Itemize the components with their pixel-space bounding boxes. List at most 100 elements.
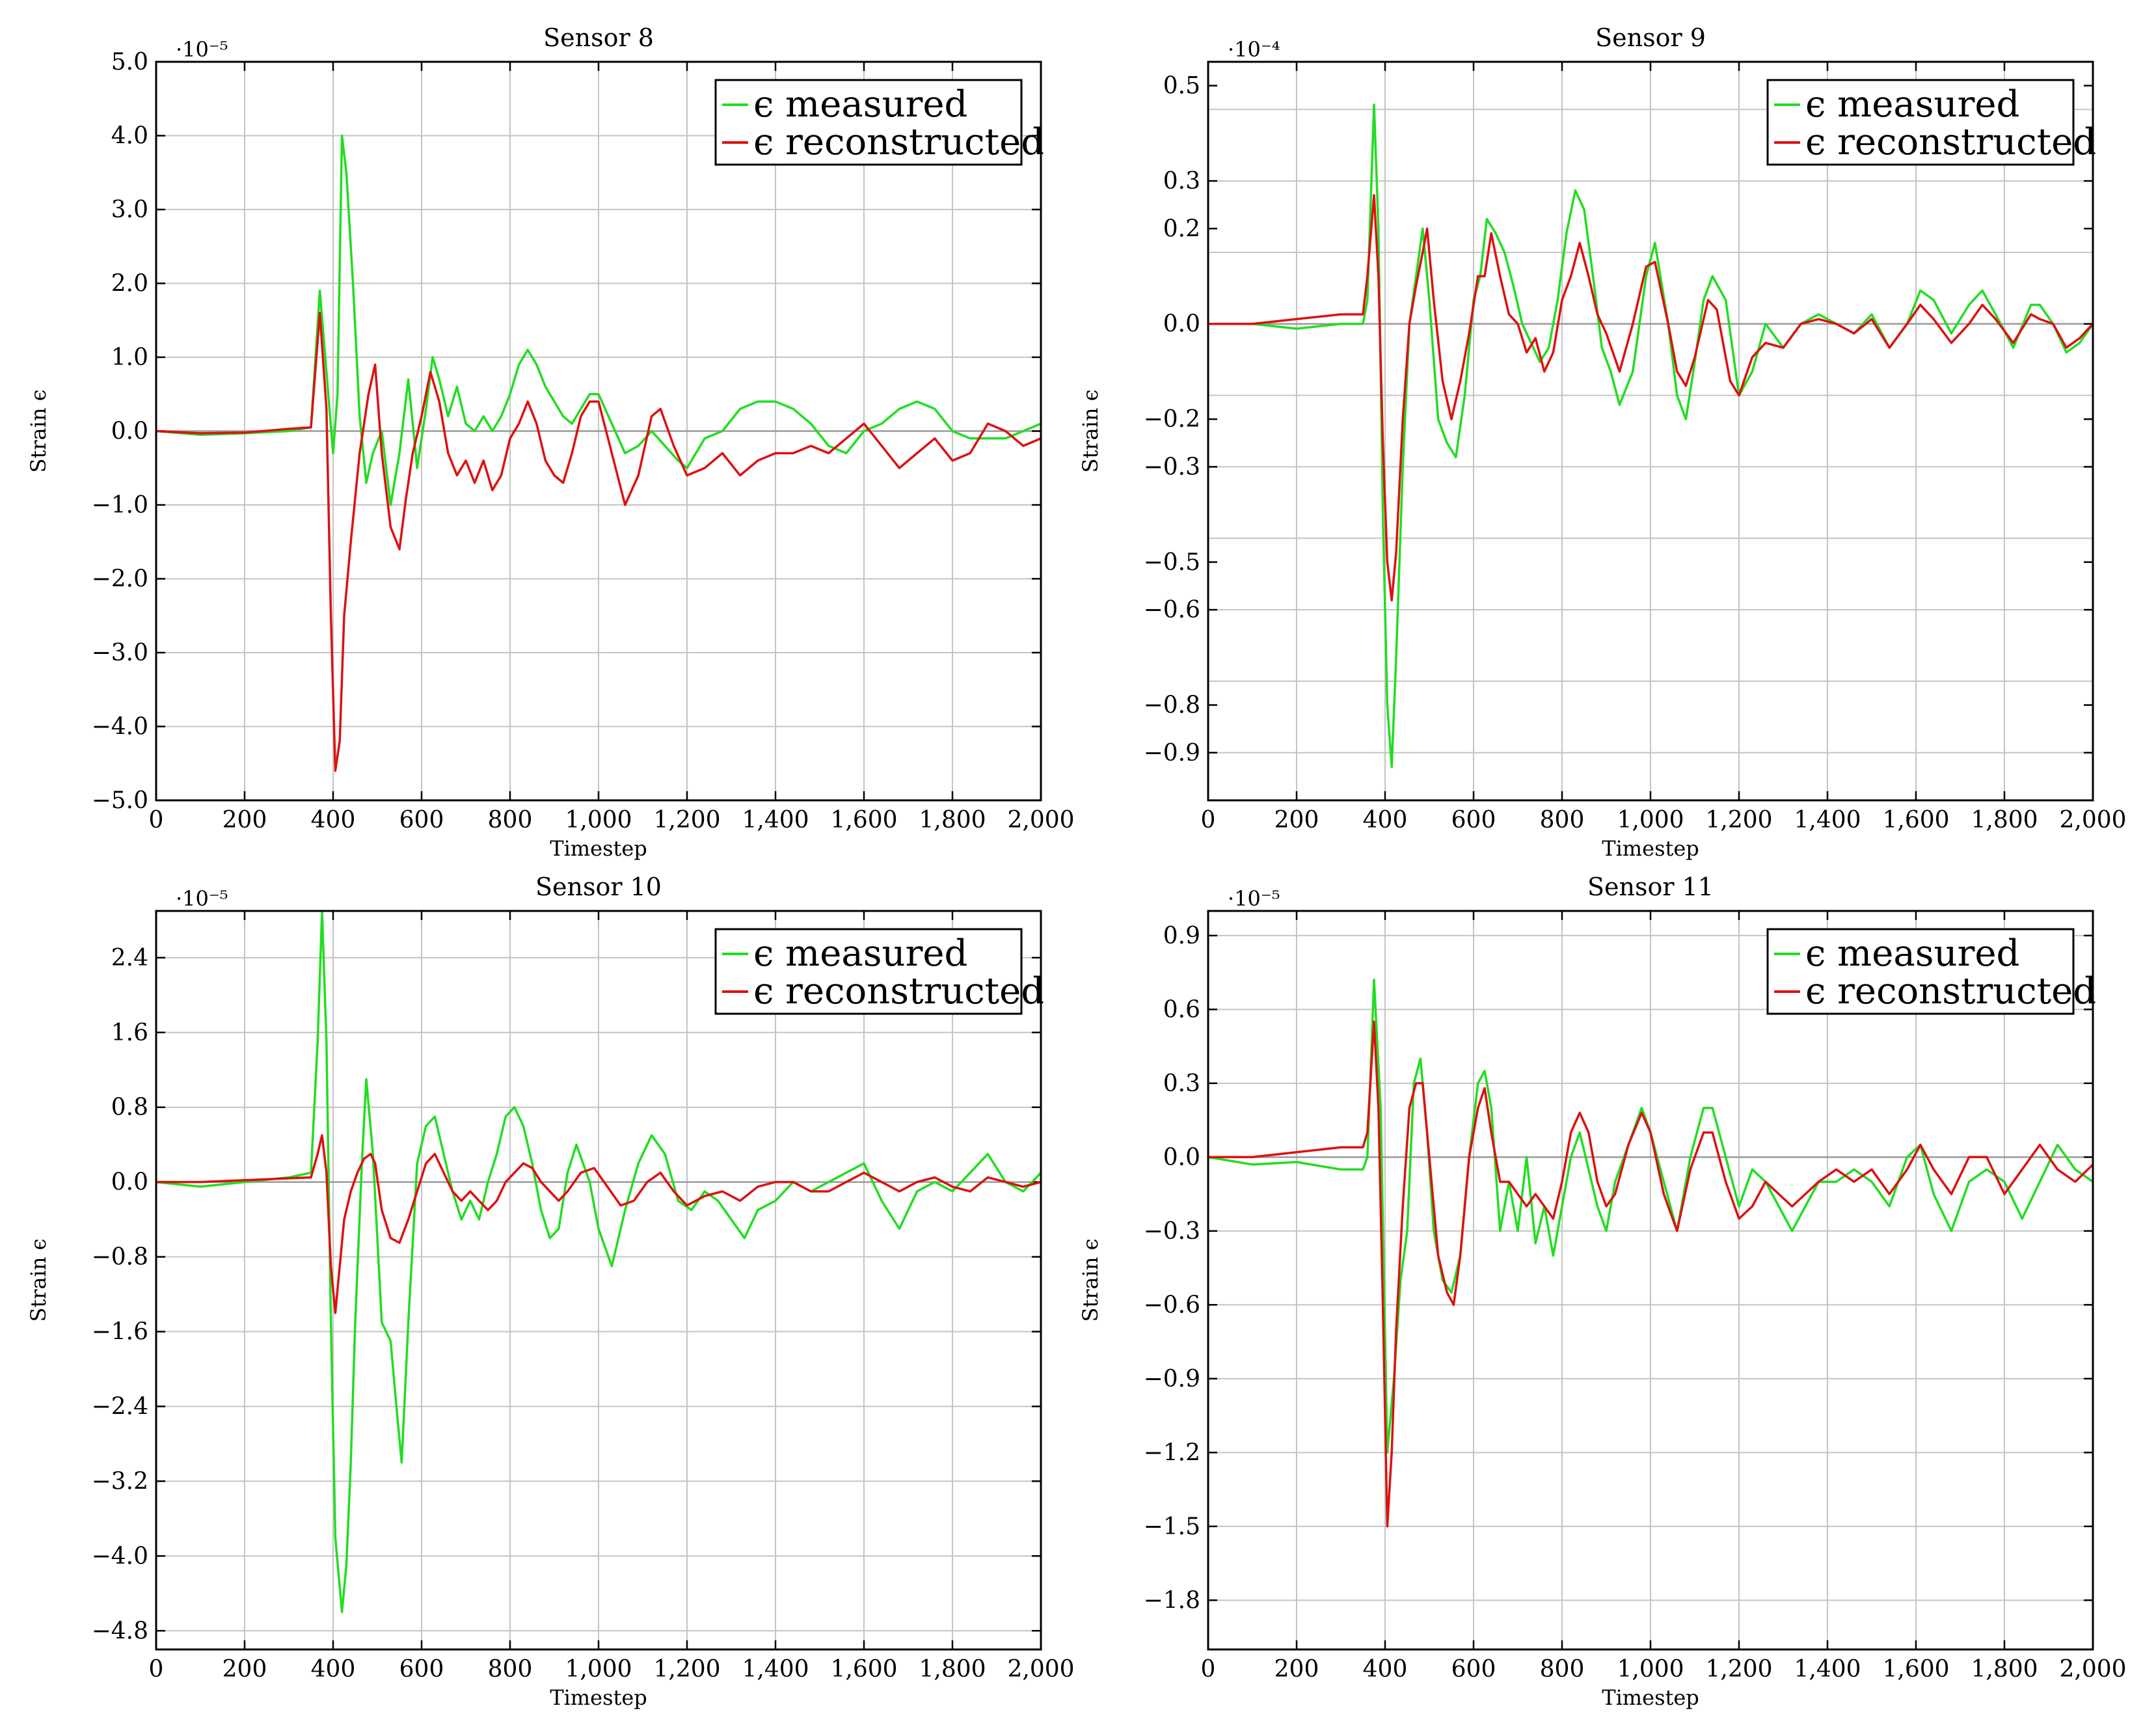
plot-frame [155, 910, 1042, 1651]
series-line-measured [1208, 103, 2093, 768]
plot-frame [1207, 910, 2094, 1651]
x-tick-label: 600 [1451, 807, 1496, 834]
legend-box [1766, 928, 2075, 1015]
chart-title: Sensor 9 [1595, 23, 1706, 52]
y-tick-label: −0.6 [1144, 1292, 1200, 1318]
x-tick-label: 0 [149, 1656, 164, 1683]
y-tick-label: −4.0 [92, 1543, 148, 1569]
y-tick-label: −0.9 [1144, 1366, 1200, 1392]
y-tick-label: −5.0 [92, 787, 148, 814]
x-tick-label: 400 [311, 1656, 356, 1683]
y-exponent-label: ·10⁻⁴ [1228, 37, 1280, 62]
y-axis-label: Strain ϵ [26, 1238, 51, 1322]
x-tick-label: 1,600 [1882, 1656, 1949, 1683]
legend-label-measured: ϵ measured [753, 932, 967, 975]
x-tick-label: 800 [488, 1656, 533, 1683]
y-tick-label: 5.0 [111, 49, 148, 75]
series-line-measured [1208, 979, 2093, 1454]
x-tick-label: 400 [311, 807, 356, 834]
y-exponent-label: ·10⁻⁵ [1228, 886, 1280, 911]
y-tick-label: −3.0 [92, 640, 148, 666]
x-tick-label: 200 [222, 807, 267, 834]
x-axis-label: Timestep [550, 1685, 647, 1710]
y-tick-label: −0.6 [1144, 597, 1200, 623]
y-tick-label: −0.8 [1144, 692, 1200, 719]
y-tick-label: 0.8 [111, 1094, 148, 1121]
legend-box [1766, 79, 2075, 166]
x-axis-label: Timestep [1602, 836, 1699, 861]
y-tick-label: 0.6 [1163, 996, 1200, 1023]
series-line-reconstructed [1208, 194, 2093, 602]
x-tick-label: 1,800 [919, 807, 986, 834]
legend-label-measured: ϵ measured [753, 83, 967, 126]
y-tick-label: −2.4 [92, 1393, 148, 1420]
y-tick-label: 4.0 [111, 123, 148, 150]
y-tick-label: −0.8 [92, 1244, 148, 1271]
legend-box [714, 79, 1023, 166]
y-tick-label: 0.2 [1163, 215, 1200, 242]
x-tick-label: 1,600 [1882, 807, 1949, 834]
y-tick-label: 0.5 [1163, 73, 1200, 100]
x-tick-label: 2,000 [1007, 807, 1074, 834]
x-tick-label: 0 [1201, 807, 1216, 834]
y-tick-label: −1.8 [1144, 1587, 1200, 1614]
x-tick-label: 1,000 [1617, 1656, 1684, 1683]
y-tick-label: 0.0 [1163, 311, 1200, 338]
chart-title: Sensor 10 [535, 873, 662, 901]
y-tick-label: 1.0 [111, 344, 148, 371]
x-tick-label: 1,200 [1705, 807, 1772, 834]
x-tick-label: 200 [222, 1656, 267, 1683]
chart-panel-3: 0 200 400 600 800 1,000 1,200 1,400 1,600 1,800 2,… [26, 873, 1075, 1710]
y-tick-label: 0.0 [111, 1169, 148, 1196]
y-tick-label: −0.5 [1144, 549, 1200, 576]
x-tick-label: 1,400 [742, 807, 809, 834]
y-tick-label: −1.5 [1144, 1513, 1200, 1540]
x-tick-label: 1,400 [1794, 807, 1861, 834]
series-line-reconstructed [156, 312, 1041, 772]
plot-frame [155, 61, 1042, 802]
y-axis-label: Strain ϵ [26, 389, 51, 472]
series-group [1208, 103, 2093, 768]
chart-panel-2: 0 200 400 600 800 1,000 1,200 1,400 1,600 1,800 2,… [1078, 23, 2127, 861]
x-tick-label: 800 [1540, 807, 1585, 834]
x-axis-label: Timestep [1602, 1685, 1699, 1710]
chart-title: Sensor 11 [1587, 873, 1714, 901]
x-tick-label: 1,800 [1971, 1656, 2038, 1683]
x-tick-label: 600 [399, 807, 444, 834]
legend-label-reconstructed: ϵ reconstructed [1805, 970, 2096, 1012]
x-tick-label: 1,200 [1705, 1656, 1772, 1683]
y-tick-label: 0.9 [1163, 923, 1200, 949]
y-tick-label: −1.2 [1144, 1439, 1200, 1466]
legend-label-measured: ϵ measured [1805, 932, 2019, 975]
y-tick-label: 3.0 [111, 197, 148, 223]
chart-title: Sensor 8 [543, 23, 654, 52]
y-tick-label: −4.0 [92, 714, 148, 740]
series-line-measured [156, 911, 1041, 1614]
y-exponent-label: ·10⁻⁵ [176, 886, 228, 911]
legend-label-reconstructed: ϵ reconstructed [753, 121, 1044, 163]
x-tick-label: 1,400 [1794, 1656, 1861, 1683]
y-tick-label: −0.2 [1144, 406, 1200, 433]
x-tick-label: 600 [1451, 1656, 1496, 1683]
series-group [156, 134, 1041, 772]
x-tick-label: 200 [1274, 807, 1319, 834]
legend-label-reconstructed: ϵ reconstructed [753, 970, 1044, 1012]
x-axis-label: Timestep [550, 836, 647, 861]
x-tick-label: 1,800 [1971, 807, 2038, 834]
y-tick-label: −2.0 [92, 566, 148, 593]
x-tick-label: 1,000 [565, 1656, 632, 1683]
series-line-reconstructed [1208, 1020, 2093, 1528]
x-tick-label: 1,800 [919, 1656, 986, 1683]
y-tick-label: 2.4 [111, 945, 148, 971]
y-tick-label: 0.0 [111, 418, 148, 445]
x-tick-label: 1,400 [742, 1656, 809, 1683]
y-tick-label: −1.6 [92, 1319, 148, 1346]
legend-label-measured: ϵ measured [1805, 83, 2019, 126]
y-axis-label: Strain ϵ [1078, 1238, 1103, 1322]
y-tick-label: −4.8 [92, 1618, 148, 1644]
y-tick-label: −1.0 [92, 492, 148, 519]
